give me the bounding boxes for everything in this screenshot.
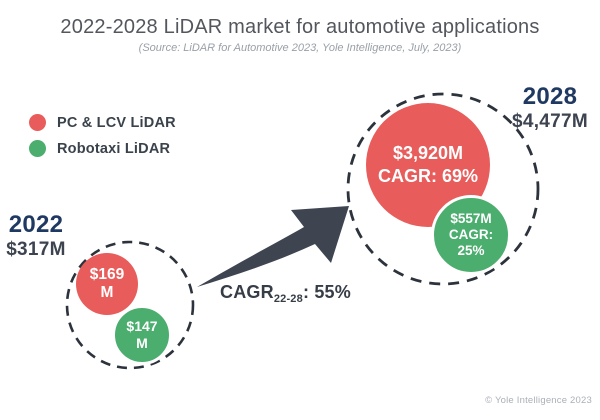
legend-dot-green-icon [29, 140, 46, 157]
chart-source: (Source: LiDAR for Automotive 2023, Yole… [138, 42, 462, 54]
dashed-ring-2028 [346, 92, 540, 286]
cagr-subscript: 22-28 [273, 293, 303, 305]
copyright-notice: © Yole Intelligence 2023 [485, 395, 592, 406]
year-label-2022: 2022 [8, 211, 64, 238]
cagr-suffix: : 55% [302, 282, 351, 302]
bubble-pc-lcv-2022-value: $169 [89, 265, 125, 283]
cluster-2022-labels: 2022 $317M [0, 211, 72, 260]
legend-label-robotaxi: Robotaxi LiDAR [57, 140, 171, 157]
bubble-pc-lcv-2028: $3,920M CAGR: 69% [366, 103, 490, 227]
chart-title: 2022-2028 LiDAR market for automotive ap… [60, 16, 540, 38]
bubble-pc-lcv-2028-value: $3,920M [392, 142, 464, 163]
cagr-prefix: CAGR [220, 282, 274, 302]
bubble-pc-lcv-2028-cagr: CAGR: 69% [377, 166, 479, 186]
bubble-pc-lcv-2022-unit: M [100, 284, 114, 301]
bubble-robotaxi-2022-value: $147 [126, 318, 158, 335]
total-value-2022: $317M [6, 238, 66, 260]
bubble-robotaxi-2028-cagr-value: 25% [457, 242, 485, 258]
bubble-robotaxi-2028: $557M CAGR: 25% [431, 195, 511, 275]
total-value-2028: $4,477M [511, 110, 589, 132]
cluster-2028-labels: 2028 $4,477M [503, 83, 597, 132]
legend: PC & LCV LiDAR Robotaxi LiDAR [29, 114, 176, 157]
cagr-annotation: CAGR22-28: 55% [208, 282, 363, 305]
growth-arrow-icon [197, 206, 349, 287]
legend-item-robotaxi: Robotaxi LiDAR [29, 140, 176, 157]
bubble-robotaxi-2022: $147 M [112, 305, 172, 365]
legend-label-pc-lcv: PC & LCV LiDAR [57, 114, 176, 131]
dashed-ring-2022 [65, 240, 195, 370]
bubble-robotaxi-2022-unit: M [136, 335, 148, 351]
bubble-pc-lcv-2022: $169 M [76, 253, 138, 315]
legend-dot-red-icon [29, 114, 46, 131]
bubble-robotaxi-2028-value: $557M [450, 211, 492, 227]
legend-item-pc-lcv: PC & LCV LiDAR [29, 114, 176, 131]
bubble-robotaxi-2028-cagr-label: CAGR: [448, 227, 494, 243]
year-label-2028: 2028 [522, 83, 578, 110]
